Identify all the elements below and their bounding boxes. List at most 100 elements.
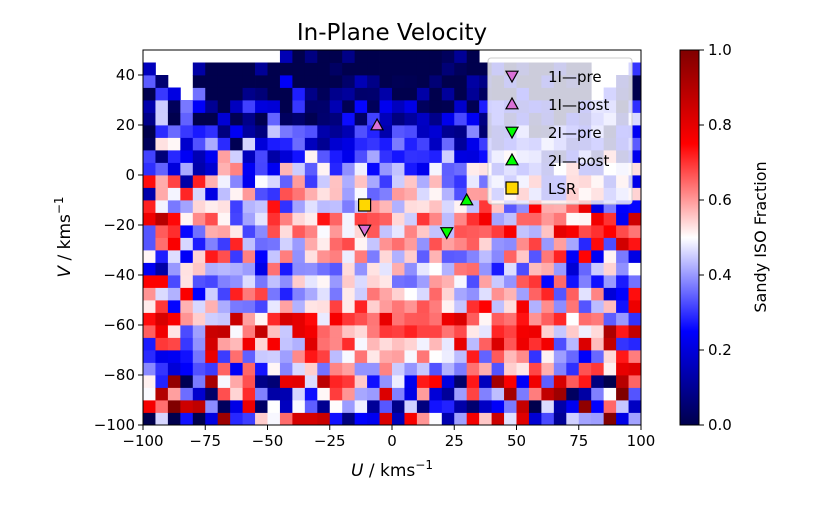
heatmap-cell [441, 350, 455, 363]
heatmap-cell [292, 87, 306, 101]
heatmap-cell [155, 112, 169, 126]
heatmap-cell [205, 75, 219, 88]
heatmap-cell [292, 412, 306, 426]
heatmap-cell [404, 337, 418, 351]
heatmap-cell [628, 300, 642, 313]
heatmap-cell [242, 100, 256, 113]
y-tick-label: −100 [94, 416, 135, 434]
heatmap-cell [591, 275, 605, 288]
heatmap-cell [603, 287, 617, 301]
heatmap-cell [516, 412, 530, 426]
heatmap-cell [205, 312, 219, 326]
heatmap-cell [217, 375, 231, 388]
heatmap-cell [553, 287, 567, 301]
heatmap-cell [143, 412, 156, 426]
heatmap-cell [367, 362, 380, 376]
heatmap-cell [205, 250, 219, 263]
heatmap-cell [454, 212, 468, 226]
heatmap-cell [616, 400, 629, 413]
heatmap-cell [379, 400, 393, 413]
heatmap-cell [516, 275, 530, 288]
heatmap-cell [279, 175, 293, 188]
heatmap-cell [578, 300, 592, 313]
heatmap-cell [255, 75, 268, 88]
heatmap-cell [167, 112, 181, 126]
heatmap-cell [528, 325, 542, 338]
heatmap-cell [367, 275, 380, 288]
heatmap-cell [217, 400, 231, 413]
heatmap-cell [367, 150, 380, 163]
heatmap-cell [267, 262, 281, 276]
heatmap-cell [267, 175, 281, 188]
heatmap-cell [242, 237, 256, 251]
heatmap-cell [628, 237, 642, 251]
heatmap-cell [591, 212, 605, 226]
heatmap-cell [354, 50, 368, 63]
x-axis-var: U [351, 461, 364, 481]
heatmap-cell [504, 275, 517, 288]
heatmap-cell [591, 312, 605, 326]
heatmap-cell [392, 125, 405, 138]
heatmap-cell [466, 275, 480, 288]
heatmap-cell [392, 337, 405, 351]
heatmap-cell [267, 287, 281, 301]
heatmap-cell [404, 100, 418, 113]
heatmap-cell [441, 312, 455, 326]
heatmap-cell [317, 287, 331, 301]
heatmap-cell [603, 400, 617, 413]
heatmap-cell [591, 287, 605, 301]
heatmap-cell [404, 212, 418, 226]
heatmap-cell [466, 375, 480, 388]
legend-label: 2I—post [548, 152, 609, 170]
heatmap-cell [155, 137, 169, 151]
heatmap-cell [429, 237, 443, 251]
heatmap-cell [441, 275, 455, 288]
heatmap-cell [392, 275, 405, 288]
heatmap-cell [279, 87, 293, 101]
heatmap-cell [329, 162, 343, 176]
heatmap-cell [242, 350, 256, 363]
heatmap-cell [379, 362, 393, 376]
heatmap-cell [379, 112, 393, 126]
heatmap-cell [143, 362, 156, 376]
heatmap-cell [504, 287, 517, 301]
heatmap-cell [491, 412, 505, 426]
heatmap-cell [516, 237, 530, 251]
heatmap-cell [367, 350, 380, 363]
heatmap-cell [367, 187, 380, 201]
heatmap-cell [317, 50, 331, 63]
heatmap-cell [429, 62, 443, 76]
heatmap-cell [279, 400, 293, 413]
heatmap-cell [354, 212, 368, 226]
heatmap-cell [616, 250, 629, 263]
heatmap-cell [329, 175, 343, 188]
heatmap-cell [504, 400, 517, 413]
heatmap-cell [591, 337, 605, 351]
heatmap-cell [230, 325, 243, 338]
heatmap-cell [466, 300, 480, 313]
heatmap-cell [155, 162, 169, 176]
heatmap-cell [392, 387, 405, 401]
heatmap-cell [304, 137, 318, 151]
heatmap-cell [192, 62, 206, 76]
heatmap-cell [217, 62, 231, 76]
heatmap-cell [367, 212, 380, 226]
heatmap-cell [616, 362, 629, 376]
heatmap-cell [466, 50, 480, 63]
heatmap-cell [167, 100, 181, 113]
heatmap-cell [267, 62, 281, 76]
heatmap-cell [454, 62, 468, 76]
heatmap-cell [591, 325, 605, 338]
heatmap-cell [392, 262, 405, 276]
heatmap-cell [479, 350, 492, 363]
heatmap-cell [603, 362, 617, 376]
heatmap-cell [504, 300, 517, 313]
heatmap-cell [404, 375, 418, 388]
heatmap-cell [180, 300, 194, 313]
heatmap-cell [180, 137, 194, 151]
heatmap-cell [491, 362, 505, 376]
heatmap-cell [279, 187, 293, 201]
heatmap-cell [279, 212, 293, 226]
heatmap-cell [354, 175, 368, 188]
heatmap-cell [217, 325, 231, 338]
